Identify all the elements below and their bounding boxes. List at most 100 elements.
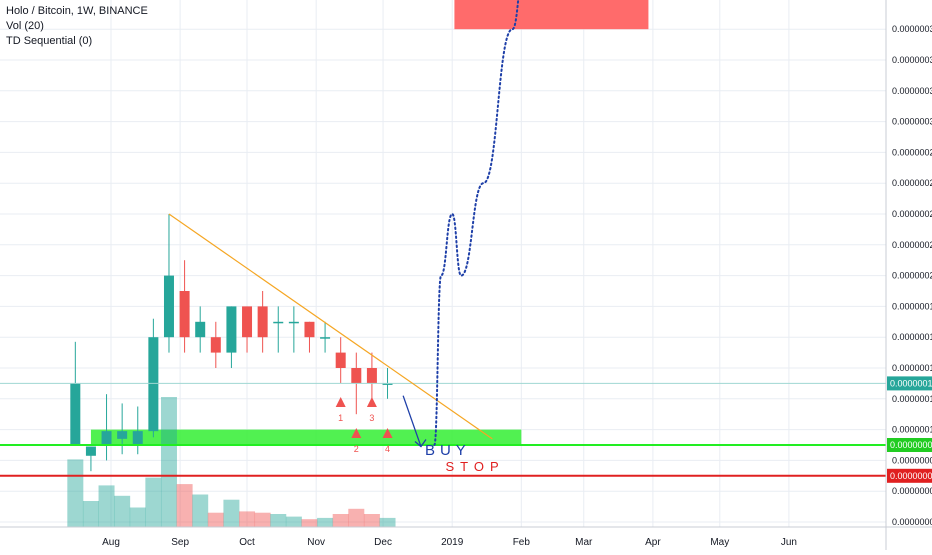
candle-body[interactable]: [335, 352, 346, 368]
volume-bar: [67, 459, 84, 527]
price-label-box: [887, 468, 932, 483]
candle-body[interactable]: [242, 306, 253, 338]
candle-body[interactable]: [179, 291, 190, 338]
price-tick-label: 0.00000014: [892, 363, 932, 373]
trendline[interactable]: [168, 213, 493, 440]
stop-label: STOP: [446, 459, 505, 474]
price-tick-label: 0.00000004: [892, 517, 932, 527]
target-zone[interactable]: [454, 0, 649, 30]
price-tick-label: 0.00000018: [892, 301, 932, 311]
time-tick-label: Apr: [645, 537, 661, 548]
candle-body[interactable]: [226, 306, 237, 353]
time-tick-label: Nov: [307, 537, 325, 548]
td-triangle-icon: [366, 397, 377, 407]
time-axis: Aug Sep Oct Nov Dec 2019 Feb Mar Apr May Jun: [0, 526, 932, 548]
price-label-box: [887, 376, 932, 391]
td-triangle-icon: [335, 397, 346, 407]
candle-body[interactable]: [132, 431, 143, 445]
candles-layer: [70, 214, 393, 472]
volume-bar: [114, 495, 131, 527]
buy-label: BUY: [425, 442, 471, 459]
price-label-box: [887, 438, 932, 452]
time-tick-label: Sep: [171, 537, 189, 548]
candle-body[interactable]: [382, 383, 393, 385]
price-tick-label: 0.00000008: [892, 455, 932, 465]
volume-bar: [145, 477, 162, 527]
candle-body[interactable]: [70, 383, 81, 445]
volume-bar: [239, 511, 256, 527]
legend-symbol[interactable]: Holo / Bitcoin, 1W, BINANCE: [6, 5, 148, 17]
volume-bar: [317, 517, 334, 527]
price-tick-label: 0.00000030: [892, 117, 932, 127]
price-tick-label: 0.00000024: [892, 209, 932, 219]
chart-legend: Holo / Bitcoin, 1W, BINANCE Vol (20) TD …: [6, 4, 148, 49]
volume-bar: [270, 514, 287, 527]
buy-arrow-head-icon: [414, 439, 427, 448]
price-axis: 0.00000004 0.00000006 0.00000008 0.00000010…: [885, 0, 932, 550]
volume-bar: [176, 484, 193, 527]
td-count-label: 3: [369, 413, 374, 423]
candle-body[interactable]: [320, 337, 331, 339]
volume-bar: [254, 512, 271, 527]
price-tick-label: 0.00000006: [892, 486, 932, 496]
candle-body[interactable]: [85, 446, 96, 456]
candle-body[interactable]: [117, 431, 128, 439]
volume-bar: [363, 514, 380, 527]
volume-bar: [332, 514, 349, 527]
volume-bar: [285, 516, 302, 527]
td-sequential-layer: 1 2 3 4: [335, 397, 393, 454]
time-tick-label: Jun: [781, 537, 797, 548]
td-count-label: 2: [354, 444, 359, 454]
candle-body[interactable]: [257, 306, 268, 338]
support-zone[interactable]: [90, 429, 522, 445]
price-tick-label: 0.00000034: [892, 55, 932, 65]
td-count-label: 4: [385, 444, 390, 454]
volume-bar: [98, 485, 115, 527]
volume-bar: [192, 494, 209, 527]
volume-bar: [348, 508, 365, 527]
zones-layer: [90, 0, 649, 445]
price-tick-label: 0.00000028: [892, 147, 932, 157]
td-count-label: 1: [338, 413, 343, 423]
candle-body[interactable]: [148, 337, 159, 432]
price-tick-label: 0.00000032: [892, 86, 932, 96]
candle-body[interactable]: [273, 321, 284, 324]
price-tick-label: 0.00000012: [892, 394, 932, 404]
price-tick-label: 0.00000020: [892, 271, 932, 281]
projection-path[interactable]: [433, 0, 523, 446]
time-tick-label: Aug: [102, 537, 120, 548]
volume-layer: [67, 397, 396, 527]
legend-td-sequential[interactable]: TD Sequential (0): [6, 35, 93, 47]
candle-body[interactable]: [351, 368, 362, 384]
price-tick-label: 0.00000016: [892, 332, 932, 342]
time-tick-label: 2019: [441, 537, 464, 548]
candle-body[interactable]: [366, 368, 377, 384]
price-label: 0.00000013: [890, 378, 932, 388]
candle-body[interactable]: [101, 431, 112, 445]
volume-bar: [207, 512, 224, 527]
td-triangle-icon: [351, 428, 362, 438]
candle-body[interactable]: [195, 321, 206, 338]
time-tick-label: May: [710, 537, 729, 548]
buy-arrow-icon[interactable]: [402, 395, 422, 447]
time-tick-label: Feb: [513, 537, 531, 548]
candle-body[interactable]: [163, 275, 174, 338]
price-label: 0.00000007: [890, 471, 932, 481]
td-triangle-icon: [382, 428, 393, 438]
legend-volume[interactable]: Vol (20): [6, 20, 44, 32]
candle-body[interactable]: [288, 321, 299, 324]
time-tick-label: Dec: [374, 537, 392, 548]
price-tick-label: 0.00000022: [892, 240, 932, 250]
volume-bar: [379, 517, 396, 527]
price-tick-label: 0.00000026: [892, 178, 932, 188]
candle-body[interactable]: [304, 321, 315, 338]
volume-bar: [301, 519, 318, 527]
candle-body[interactable]: [210, 337, 221, 353]
time-tick-label: Mar: [575, 537, 593, 548]
volume-bar: [82, 501, 99, 527]
price-tick-label: 0.00000036: [892, 24, 932, 34]
